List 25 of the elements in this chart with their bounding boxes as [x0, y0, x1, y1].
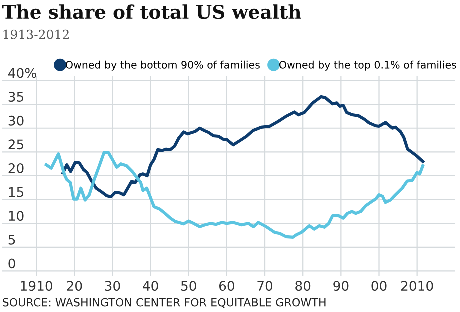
y-tick-label: 30 — [8, 116, 24, 126]
x-tick-label: 60 — [219, 281, 234, 292]
y-tick-label: 15 — [9, 187, 24, 198]
x-tick-label: 70 — [258, 281, 273, 292]
x-tick-label: 50 — [181, 281, 196, 292]
chart-title: The share of total US wealth — [2, 4, 302, 20]
y-tick-label: 5 — [8, 235, 16, 245]
x-tick-label: 40 — [143, 281, 158, 292]
x-tick-label: 80 — [296, 281, 311, 292]
y-tick-label: 40% — [8, 68, 36, 78]
x-tick-label: 1910 — [21, 281, 52, 292]
source-note: SOURCE: WASHINGTON CENTER FOR EQUITABLE GROWTH — [3, 298, 326, 308]
x-tick-label: 20 — [67, 281, 82, 292]
y-tick-label: 20 — [8, 163, 24, 174]
x-tick-label: 00 — [372, 281, 387, 292]
legend-label: Owned by the bottom 90% of families — [66, 60, 260, 71]
x-tick-label: 90 — [334, 281, 349, 292]
y-tick-label: 35 — [8, 92, 24, 102]
legend-label: Owned by the top 0.1% of families — [280, 60, 456, 71]
y-tick-label: 10 — [9, 211, 24, 222]
y-tick-label: 0 — [8, 258, 16, 269]
x-tick-label: 2010 — [402, 281, 434, 292]
y-tick-label: 25 — [8, 140, 24, 150]
chart-subtitle: 1913-2012 — [4, 30, 69, 40]
x-tick-label: 30 — [105, 281, 120, 292]
